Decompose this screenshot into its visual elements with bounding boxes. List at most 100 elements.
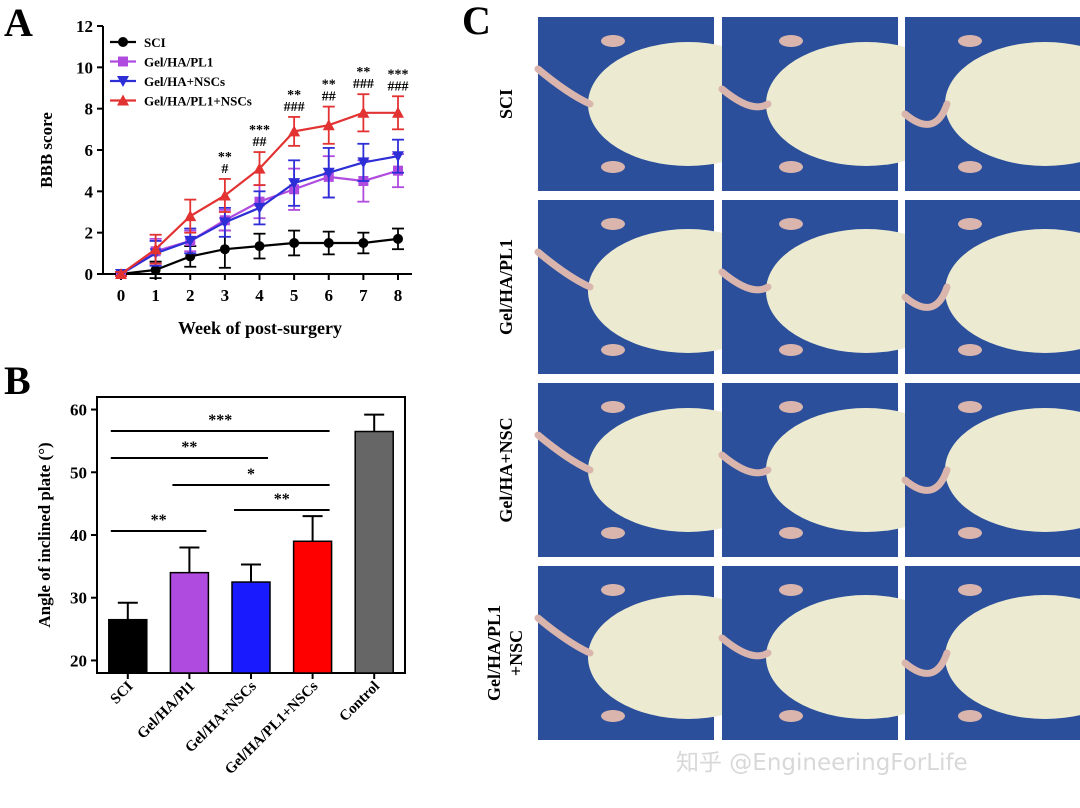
c-photo <box>534 200 788 374</box>
a-y-tick-label: 12 <box>76 17 93 36</box>
a-point <box>218 217 231 229</box>
c-rat-foot <box>601 401 625 413</box>
a-point <box>357 157 370 169</box>
a-legend: SCI Gel/HA/PL1 Gel/HA+NSCs Gel/HA/PL1+NSCs <box>110 35 252 109</box>
a-annotation: ## <box>322 90 336 105</box>
b-bar <box>169 571 210 674</box>
a-point <box>393 233 403 244</box>
b-y-axis-label: Angle of inclined plate (°) <box>35 442 54 627</box>
c-photo <box>901 383 1080 557</box>
c-row-label: Gel/HA/PL1 <box>496 239 516 335</box>
b-significance-label: * <box>247 466 255 483</box>
b-bar <box>108 618 148 674</box>
a-x-tick-label: 8 <box>394 286 403 305</box>
b-significance-label: ** <box>274 491 290 508</box>
c-rat-foot <box>779 161 803 173</box>
c-photo <box>534 383 788 557</box>
a-point <box>289 238 300 248</box>
c-photo <box>901 566 1080 740</box>
a-annotation: ### <box>284 100 305 115</box>
c-rat-tail <box>534 614 594 657</box>
c-rat-tail <box>901 283 951 311</box>
c-rat-foot <box>958 218 982 230</box>
a-x-tick-label: 2 <box>186 286 195 305</box>
c-rat-tail <box>718 85 772 111</box>
c-rat-tail <box>718 268 772 294</box>
a-legend-label: Gel/HA/PL1+NSCs <box>144 94 252 109</box>
b-y-tick-label: 60 <box>70 401 87 420</box>
c-rat-foot <box>958 35 982 47</box>
a-point <box>254 241 265 252</box>
a-x-tick-label: 7 <box>359 286 368 305</box>
c-row-label-line: SCI <box>496 89 516 119</box>
c-rat-foot <box>779 401 803 413</box>
c-rat-foot <box>779 527 803 539</box>
c-row-label: SCI <box>496 89 516 119</box>
a-legend-marker <box>118 37 128 47</box>
c-rat-foot <box>601 218 625 230</box>
a-x-tick-label: 4 <box>255 286 264 305</box>
a-x-tick-label: 6 <box>325 286 334 305</box>
b-bar <box>292 540 333 674</box>
a-point <box>218 189 231 201</box>
c-rat-body <box>945 595 1080 719</box>
a-point <box>358 238 369 248</box>
a-point <box>184 235 197 247</box>
a-point <box>253 202 266 214</box>
a-legend-marker <box>117 94 129 106</box>
a-point <box>323 238 334 248</box>
a-point <box>115 268 127 279</box>
a-x-tick-label: 1 <box>151 286 160 305</box>
c-rat-foot <box>779 584 803 596</box>
b-significance-label: ** <box>181 439 197 456</box>
c-rat-tail <box>718 634 772 660</box>
a-annotation: ** <box>287 88 301 103</box>
c-row-label-line: +NSC <box>506 630 526 676</box>
b-y-tick-label: 20 <box>70 651 87 670</box>
a-annotation: *** <box>388 67 409 82</box>
c-rat-foot <box>958 401 982 413</box>
c-rat-body <box>945 229 1080 353</box>
c-rat-foot <box>601 35 625 47</box>
c-photo <box>534 17 788 191</box>
c-photo <box>901 17 1080 191</box>
c-row-label: Gel/HA+NSC <box>496 417 516 522</box>
c-rat-body <box>945 42 1080 166</box>
b-bar <box>231 581 271 674</box>
a-point <box>288 178 301 190</box>
watermark: 知乎 @EngineeringForLife <box>676 750 968 776</box>
c-rat-foot <box>958 527 982 539</box>
a-point <box>219 244 230 255</box>
a-point <box>149 243 162 255</box>
c-rat-tail <box>534 65 594 108</box>
a-point <box>288 125 301 137</box>
a-point <box>392 106 404 118</box>
a-legend-marker <box>118 56 128 67</box>
a-x-axis-label: Week of post-surgery <box>178 318 342 338</box>
b-significance-label: ** <box>151 512 167 529</box>
a-point <box>322 167 335 179</box>
a-y-tick-label: 0 <box>85 265 94 284</box>
c-row-label-line: Gel/HA/PL1 <box>496 239 516 335</box>
a-legend-label: Gel/HA/PL1 <box>144 55 213 70</box>
a-point <box>184 210 197 222</box>
a-y-tick-label: 4 <box>85 182 94 201</box>
c-photo <box>901 200 1080 374</box>
panel-c-letter: C <box>462 0 491 43</box>
a-y-tick-label: 10 <box>76 58 93 77</box>
a-x-tick-label: 5 <box>290 286 299 305</box>
a-y-tick-label: 6 <box>85 141 94 160</box>
a-legend-label: Gel/HA+NSCs <box>144 74 225 89</box>
a-annotation: ** <box>218 150 232 165</box>
a-legend-label: SCI <box>144 35 166 50</box>
c-rat-body <box>945 408 1080 532</box>
c-rat-foot <box>958 710 982 722</box>
c-rat-tail <box>534 431 594 474</box>
a-annotation: ** <box>322 78 336 93</box>
a-point <box>150 264 161 275</box>
c-rat-foot <box>601 161 625 173</box>
a-annotation: ### <box>353 77 374 92</box>
